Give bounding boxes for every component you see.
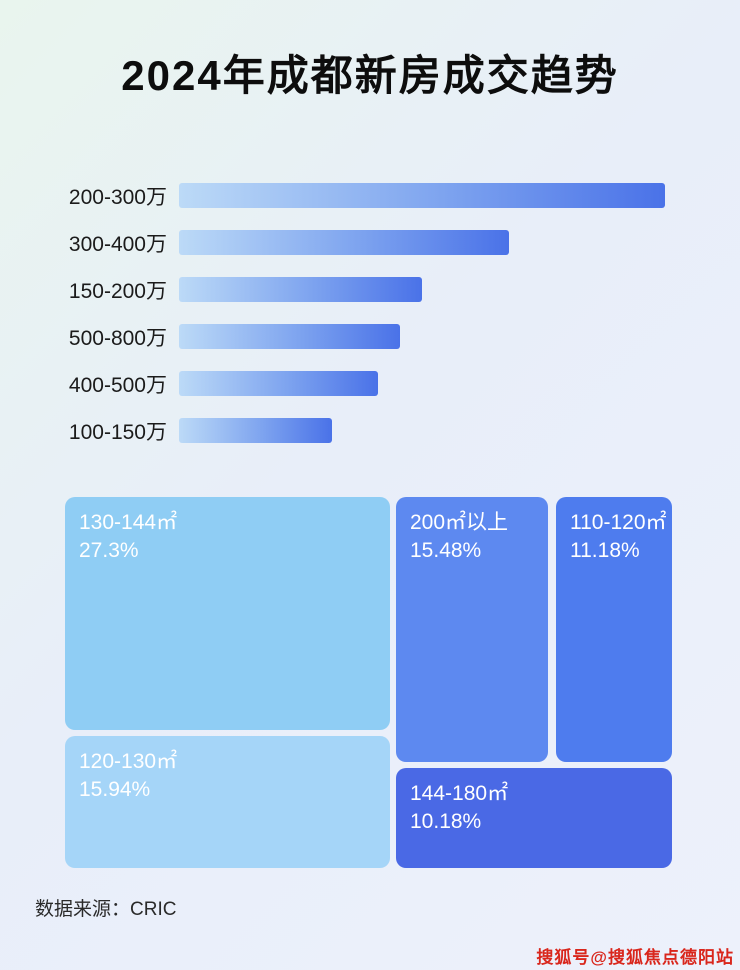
treemap-block-110-120: 110-120㎡ 11.18% [556,497,672,762]
page-title: 2024年成都新房成交趋势 [121,52,619,99]
bar-track [179,230,665,255]
bar-fill [179,418,333,443]
treemap-block-value: 10.18% [410,810,482,834]
treemap-block-label: 120-130㎡ [79,750,178,773]
bar-track [179,324,665,349]
bar-fill [179,183,665,208]
treemap-block-value: 11.18% [570,539,640,563]
bar-category-label: 500-800万 [68,326,167,350]
bar-track [179,277,665,302]
bar-fill [179,371,379,396]
treemap-block-200-plus: 200㎡以上 15.48% [396,497,548,762]
bar-track [179,183,665,208]
price-band-bar-chart: 200-300万 300-400万 150-200万 500-800万 400-… [55,183,665,465]
treemap-block-144-180: 144-180㎡ 10.18% [396,768,672,868]
treemap-block-label: 200㎡以上 [410,511,509,534]
bar-fill [179,324,401,349]
bar-category-label: 100-150万 [68,420,167,444]
bar-row: 150-200万 [55,277,665,303]
bar-track [179,371,665,396]
bar-row: 300-400万 [55,230,665,256]
bar-category-label: 400-500万 [68,373,167,397]
bar-row: 500-800万 [55,324,665,350]
treemap-block-value: 27.3% [79,539,139,563]
treemap-block-label: 130-144㎡ [79,511,178,534]
bar-row: 400-500万 [55,371,665,397]
area-segment-treemap: 130-144㎡ 27.3% 200㎡以上 15.48% 110-120㎡ 11… [65,497,672,868]
treemap-block-130-144: 130-144㎡ 27.3% [65,497,390,730]
treemap-block-value: 15.48% [410,539,482,563]
bar-fill [179,277,422,302]
treemap-block-label: 144-180㎡ [410,782,509,805]
bar-row: 100-150万 [55,418,665,444]
treemap-block-120-130: 120-130㎡ 15.94% [65,736,390,868]
bar-category-label: 150-200万 [68,279,167,303]
data-source-label: 数据来源：CRIC [35,899,177,920]
bar-track [179,418,665,443]
treemap-block-value: 15.94% [79,778,151,802]
bar-category-label: 200-300万 [68,185,167,209]
bar-row: 200-300万 [55,183,665,209]
watermark-text: 搜狐号@搜狐焦点德阳站 [536,948,734,967]
treemap-block-label: 110-120㎡ [570,511,667,534]
bar-category-label: 300-400万 [68,232,167,256]
bar-fill [179,230,510,255]
